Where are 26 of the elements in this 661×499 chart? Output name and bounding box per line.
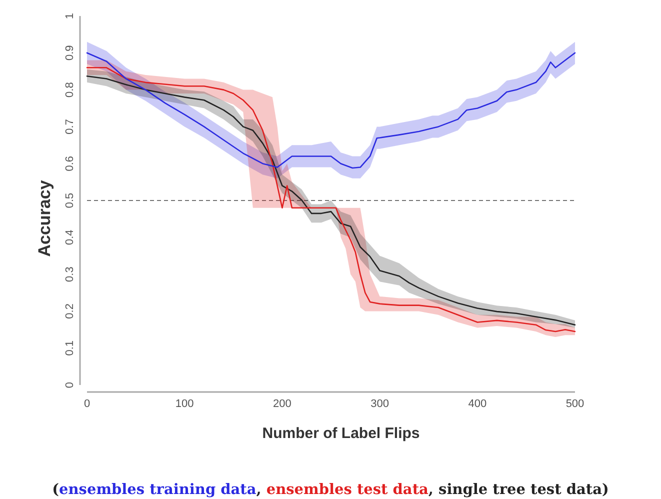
x-axis-title: Number of Label Flips	[262, 425, 420, 442]
text: ensembles training data	[59, 481, 257, 498]
text: (	[52, 481, 60, 498]
text: ,	[428, 481, 439, 498]
y-tick-label: 0.1	[64, 340, 76, 356]
y-tick-label: 0.8	[64, 82, 76, 98]
x-tick-label: 300	[370, 398, 389, 410]
y-tick-label: 1	[64, 12, 76, 20]
y-axis-title: Accuracy	[35, 180, 54, 257]
y-tick-label: 0	[64, 382, 76, 388]
y-tick-label: 0.5	[64, 192, 76, 208]
text: single tree test data	[438, 481, 603, 498]
text: ensembles test data	[266, 481, 430, 498]
x-tick-label: 100	[175, 398, 194, 410]
text: ,	[256, 481, 266, 498]
y-tick-label: 0.9	[64, 45, 76, 61]
y-tick-label: 0.4	[64, 230, 76, 246]
x-tick-label: 0	[84, 398, 90, 410]
x-tick-label: 200	[273, 398, 292, 410]
y-tick-label: 0.6	[64, 156, 76, 172]
y-tick-label: 0.7	[64, 119, 76, 134]
x-tick-label: 400	[468, 398, 487, 410]
y-tick-label: 0.3	[64, 266, 76, 282]
x-tick-label: 500	[566, 398, 584, 410]
y-tick-label: 0.2	[64, 304, 76, 319]
text: )	[602, 481, 609, 498]
